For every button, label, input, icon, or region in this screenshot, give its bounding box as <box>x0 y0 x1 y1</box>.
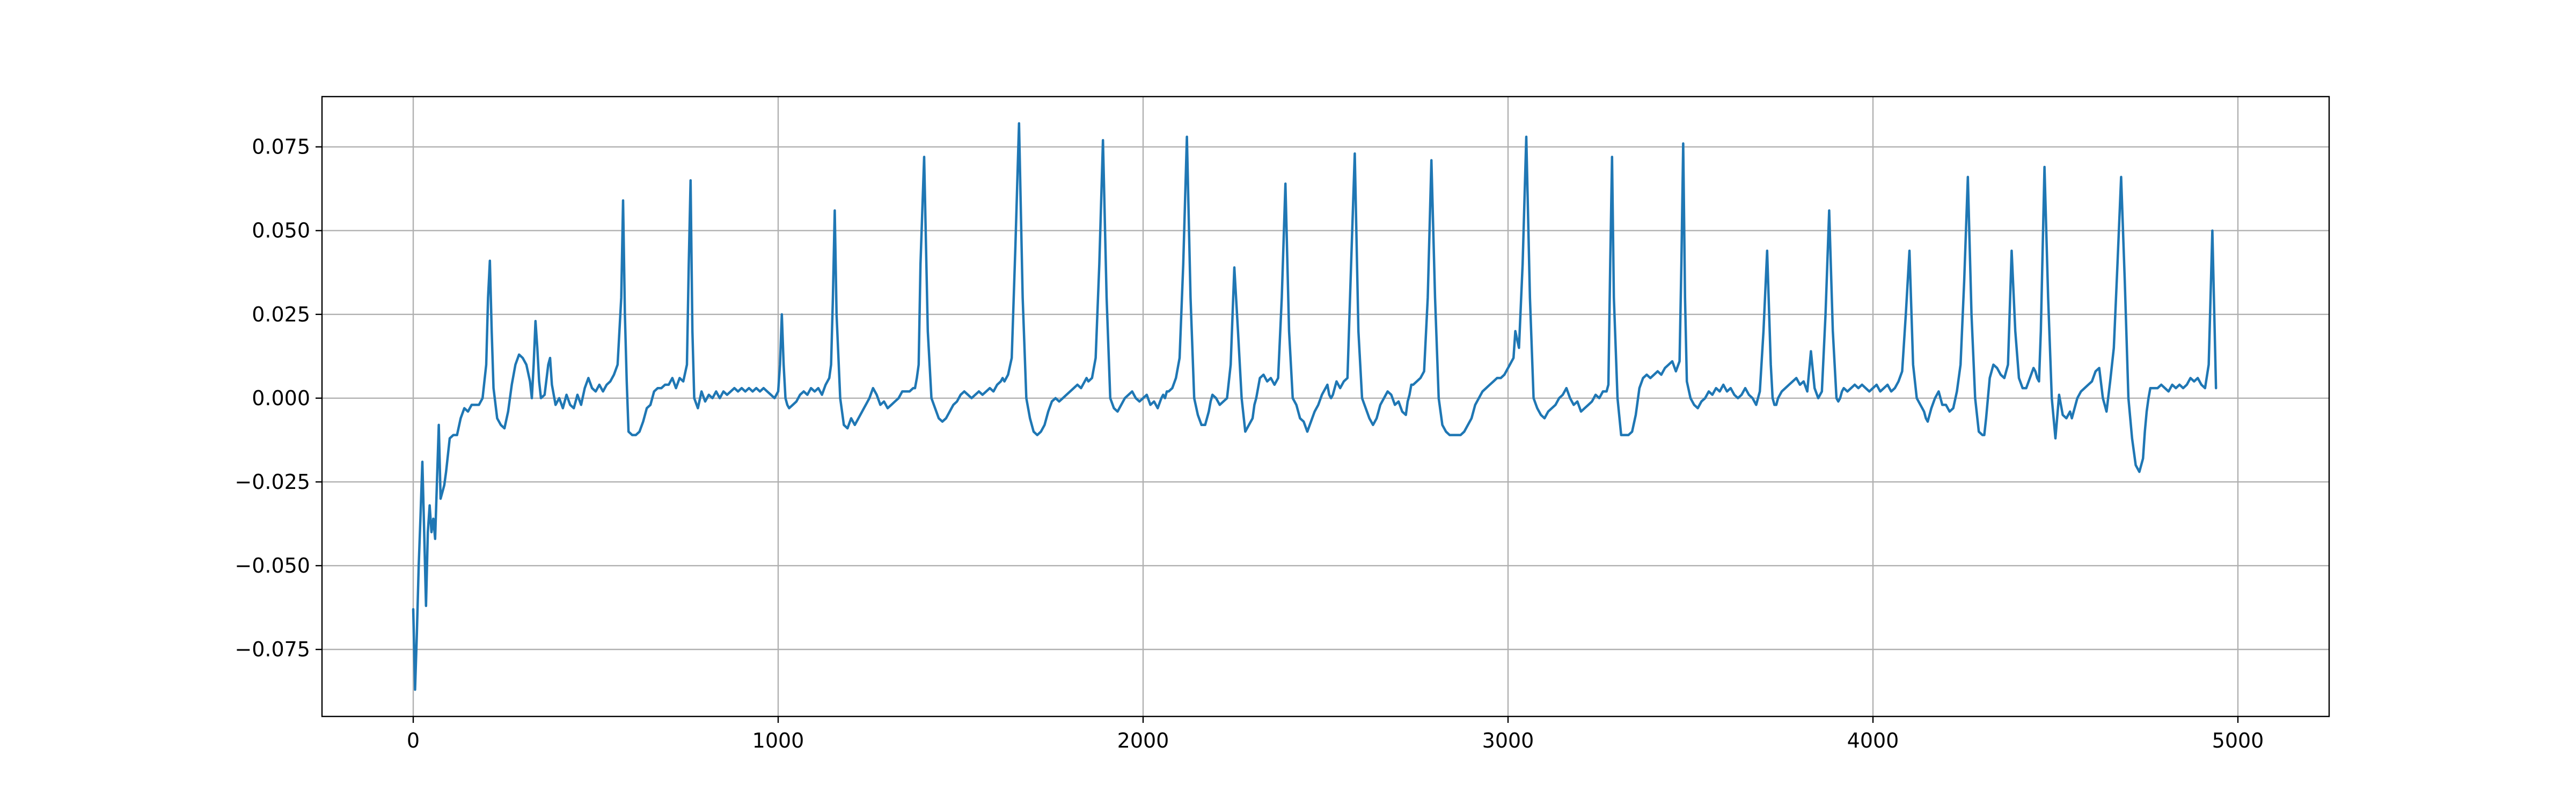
y-tick-label: 0.075 <box>252 135 310 159</box>
y-tick-label: −0.075 <box>235 638 310 661</box>
x-tick-label: 2000 <box>1117 729 1169 752</box>
y-tick-label: 0.050 <box>252 219 310 243</box>
y-tick-label: 0.000 <box>252 386 310 410</box>
y-tick-label: −0.050 <box>235 554 310 577</box>
x-tick-label: 3000 <box>1482 729 1534 752</box>
x-tick-label: 5000 <box>2212 729 2264 752</box>
y-tick-label: −0.025 <box>235 470 310 494</box>
x-tick-label: 0 <box>407 729 420 752</box>
y-tick-label: 0.025 <box>252 303 310 326</box>
x-tick-label: 4000 <box>1847 729 1899 752</box>
x-tick-label: 1000 <box>752 729 804 752</box>
